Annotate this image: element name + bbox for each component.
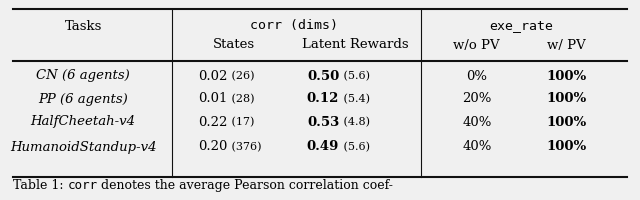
Text: 0.12: 0.12 [307, 92, 339, 106]
Text: corr (dims): corr (dims) [250, 20, 339, 32]
Text: Table 1:: Table 1: [13, 179, 67, 192]
Text: w/o PV: w/o PV [454, 38, 500, 51]
Text: (28): (28) [228, 94, 255, 104]
Text: 40%: 40% [462, 140, 492, 154]
Text: (5.6): (5.6) [340, 142, 371, 152]
Text: (17): (17) [228, 117, 255, 127]
Text: denotes the average Pearson correlation coef-: denotes the average Pearson correlation … [97, 179, 393, 192]
Text: (4.8): (4.8) [340, 117, 371, 127]
Text: 0.02: 0.02 [198, 70, 227, 82]
Text: 40%: 40% [462, 116, 492, 129]
Text: 0.49: 0.49 [307, 140, 339, 154]
Text: CN (6 agents): CN (6 agents) [36, 70, 130, 82]
Text: Latent Rewards: Latent Rewards [302, 38, 408, 51]
Text: corr: corr [67, 179, 97, 192]
Text: (376): (376) [228, 142, 262, 152]
Text: HumanoidStandup-v4: HumanoidStandup-v4 [10, 140, 156, 154]
Text: 100%: 100% [547, 116, 586, 129]
Text: 0.20: 0.20 [198, 140, 227, 154]
Text: w/ PV: w/ PV [547, 38, 586, 51]
Text: 20%: 20% [462, 92, 492, 106]
Text: HalfCheetah-v4: HalfCheetah-v4 [31, 116, 136, 129]
Text: Tasks: Tasks [65, 20, 102, 32]
Text: (5.6): (5.6) [340, 71, 371, 81]
Text: 0.01: 0.01 [198, 92, 227, 106]
Text: 0%: 0% [467, 70, 487, 82]
Text: 100%: 100% [547, 92, 586, 106]
Text: 0.50: 0.50 [307, 70, 339, 82]
Text: States: States [212, 38, 255, 51]
Text: 0.53: 0.53 [307, 116, 339, 129]
Text: 100%: 100% [547, 70, 586, 82]
Text: PP (6 agents): PP (6 agents) [38, 92, 128, 106]
Text: exe_rate: exe_rate [490, 20, 554, 32]
Text: (26): (26) [228, 71, 255, 81]
Text: 0.22: 0.22 [198, 116, 227, 129]
Text: (5.4): (5.4) [340, 94, 371, 104]
Text: 100%: 100% [547, 140, 586, 154]
